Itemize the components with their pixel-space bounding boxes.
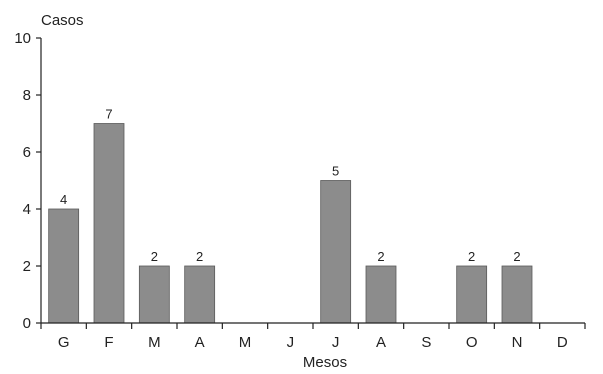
x-axis-title: Mesos [303,354,347,371]
x-tick-label: A [376,334,386,351]
bar-value-label: 5 [332,164,339,179]
bar-value-label: 2 [151,249,158,264]
x-tick-label: F [104,334,113,351]
bar [138,265,170,324]
bar-value-label: 2 [468,249,475,264]
bar [365,265,397,324]
x-tick-label: N [512,334,523,351]
y-tick-label: 4 [23,201,31,218]
bar-value-label: 2 [196,249,203,264]
x-tick-label: S [421,334,431,351]
x-tick-label: M [148,334,161,351]
x-tick-label: O [466,334,478,351]
bar [456,265,488,324]
x-tick-label: A [195,334,205,351]
y-tick-label: 8 [23,87,31,104]
bar-value-label: 2 [513,249,520,264]
bar [501,265,533,324]
bar-value-label: 7 [105,107,112,122]
bars-group [48,123,533,324]
x-tick-label: J [287,334,295,351]
x-tick-label: J [332,334,340,351]
bar [48,208,80,324]
bar [320,180,352,324]
bar [184,265,216,324]
y-axis-title: Casos [41,12,84,29]
x-tick-label: G [58,334,70,351]
bar [93,123,125,324]
bar-value-label: 2 [377,249,384,264]
bar-value-label: 4 [60,192,67,207]
y-ticks-group: 0 2 4 6 8 10 [14,30,41,332]
y-tick-label: 10 [14,30,31,47]
x-tick-label: M [239,334,252,351]
y-tick-label: 0 [23,315,31,332]
y-tick-label: 6 [23,144,31,161]
data-labels-group: 4 7 2 2 5 2 2 2 [60,107,521,265]
x-tick-label: D [557,334,568,351]
y-tick-label: 2 [23,258,31,275]
